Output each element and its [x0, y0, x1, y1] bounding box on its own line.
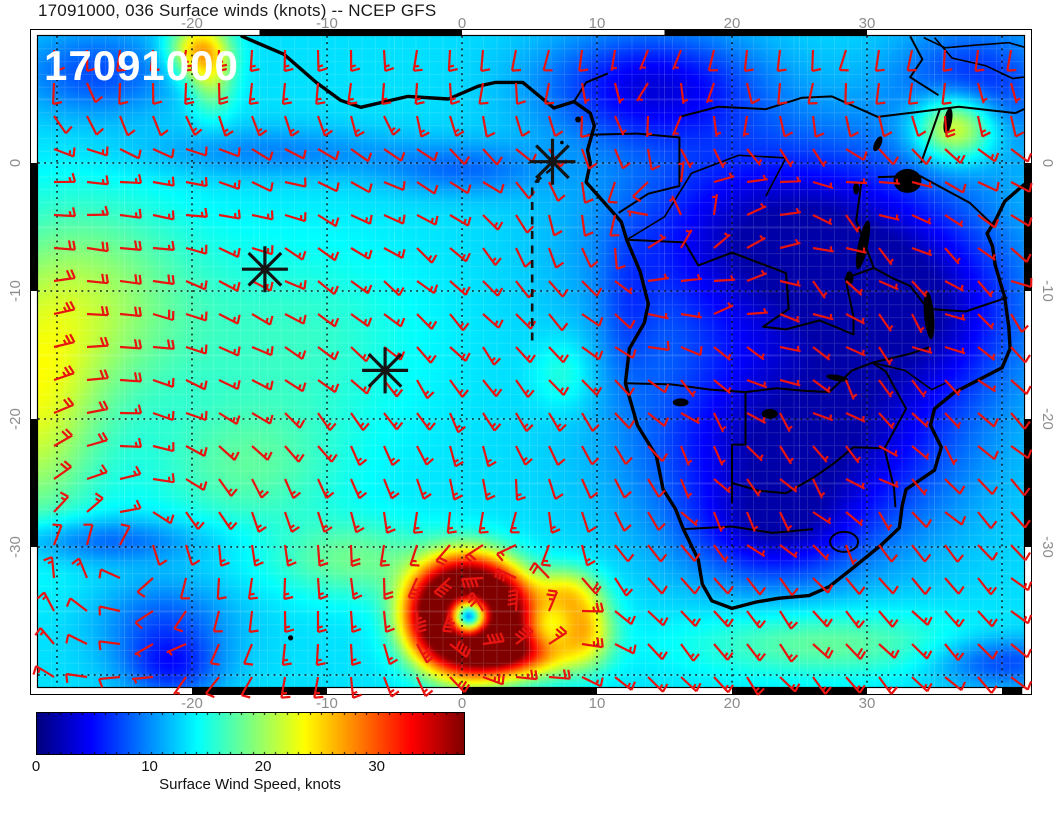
wind-barbs	[32, 49, 1033, 699]
country-borders	[573, 36, 1024, 534]
colorbar-label: Surface Wind Speed, knots	[159, 776, 341, 793]
right-axis-tick: -30	[1039, 536, 1056, 558]
colorbar-tick-label: 20	[254, 758, 272, 775]
left-axis-tick: -30	[7, 536, 24, 558]
top-axis-tick: -20	[181, 15, 203, 32]
colorbar-tick-label: 10	[141, 758, 158, 775]
storm-markers	[241, 138, 576, 394]
lesotho-border	[829, 530, 860, 553]
colorbar-tick-label: 30	[368, 758, 386, 775]
lakes	[672, 107, 953, 419]
top-axis-tick: 30	[859, 15, 876, 32]
plot-area	[38, 36, 1024, 687]
asterisk-marker	[362, 347, 409, 394]
top-axis-tick: -10	[316, 15, 338, 32]
bottom-axis-tick: 20	[724, 695, 741, 712]
bottom-axis-tick: -20	[181, 695, 203, 712]
datetime-stamp: 17091000	[44, 42, 239, 89]
map-frame	[31, 30, 1031, 694]
bottom-axis-tick: -10	[316, 695, 338, 712]
colorbar: 0 10 20 30 Surface Wind Speed, knots	[0, 700, 1056, 816]
right-axis-tick: -10	[1039, 280, 1056, 302]
bottom-axis-tick: 0	[458, 695, 466, 712]
rivers	[626, 36, 1024, 391]
top-axis-tick: 10	[589, 15, 606, 32]
bottom-axis-tick: 10	[589, 695, 606, 712]
colorbar-tick-label: 0	[31, 758, 41, 775]
track-line	[530, 167, 554, 345]
colorbar-gradient	[36, 712, 465, 755]
left-axis-tick: -10	[7, 280, 24, 302]
asterisk-marker	[529, 138, 576, 185]
africa-coastline	[240, 36, 1024, 611]
asterisk-marker	[241, 246, 288, 293]
right-axis-tick: -20	[1039, 408, 1056, 430]
top-axis-tick: 20	[724, 15, 741, 32]
bottom-axis-tick: 30	[859, 695, 876, 712]
right-axis-tick: 0	[1039, 159, 1056, 167]
minor-graticule	[38, 36, 1024, 687]
top-axis-tick: 0	[458, 15, 466, 32]
axis-tick-labels: -20 -10 0 10 20 30 -20 -10 0 10 20 30 0 -10 -20 -30 0 -10…	[7, 15, 1056, 712]
left-axis-tick: -20	[7, 408, 24, 430]
figure-title: 17091000, 036 Surface winds (knots) -- N…	[38, 1, 437, 20]
left-axis-tick: 0	[7, 159, 24, 167]
